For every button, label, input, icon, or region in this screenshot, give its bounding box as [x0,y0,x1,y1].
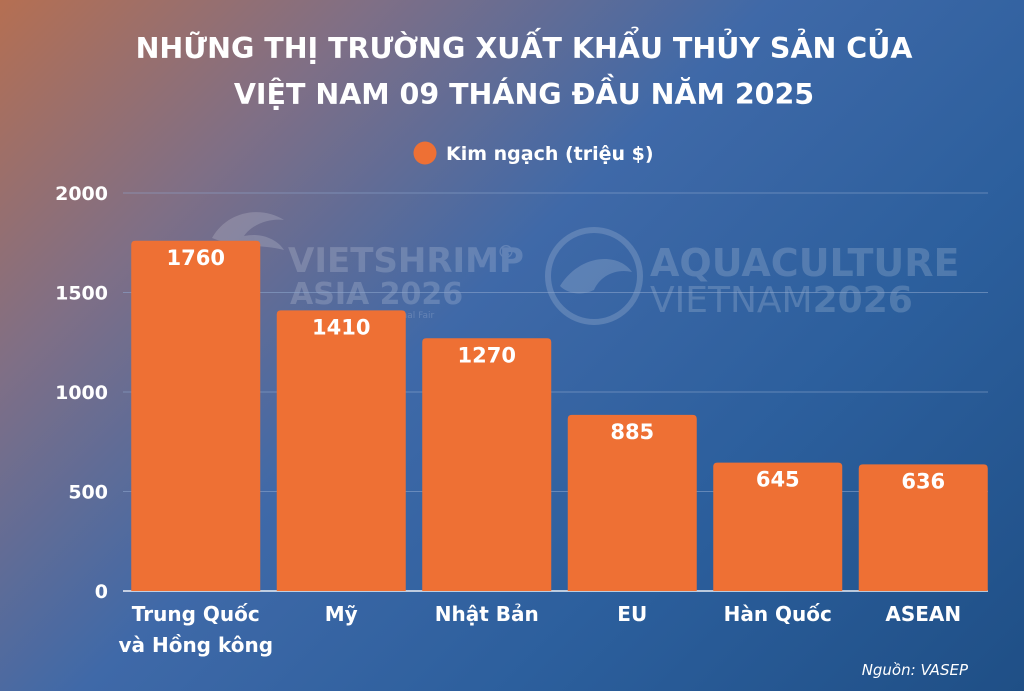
watermark-vietshrimp-tagline: onal Fair [396,311,434,321]
watermark-aquaculture-brand: AQUACULTURE [650,241,959,285]
y-tick-label: 2000 [55,183,108,205]
bar [567,414,697,591]
bar [422,338,552,591]
bar [713,462,843,591]
watermark-aquaculture-sub: VIETNAM2026 [650,280,913,321]
x-tick-label: và Hồng kông [118,633,273,657]
x-tick-label: ASEAN [885,602,961,626]
legend: Kim ngạch (triệu $) [413,141,654,165]
bar-value-label: 645 [756,468,800,492]
shrimp-logo-icon [212,212,284,250]
y-tick-label: 500 [68,482,108,504]
fish-logo-icon [545,227,643,325]
fish-logo-shape [560,259,632,294]
watermark-aquaculture: AQUACULTURE VIETNAM2026 [545,227,959,325]
x-tick-label: Trung Quốc [132,602,260,626]
gridlines [123,192,988,592]
y-axis-ticks: 0 500 1000 1500 2000 [55,183,108,603]
bar-value-label: 1410 [312,315,370,339]
bar-value-label: 1760 [167,246,225,270]
watermark-vietshrimp-sub: ASIA 2026 [290,277,463,312]
watermark-vietshrimp-brand: VIETSHRIMP [288,241,524,281]
bar-value-label: 636 [901,469,945,493]
y-tick-label: 1000 [55,382,108,404]
bar-value-label: 885 [610,420,654,444]
x-axis-ticks: Trung Quốc và Hồng kông Mỹ Nhật Bản EU Hàn Qu… [118,602,961,657]
legend-swatch [413,141,437,165]
x-tick-label: Hàn Quốc [724,602,832,626]
bar [858,464,988,591]
chart-title-line-2: VIỆT NAM 09 THÁNG ĐẦU NĂM 2025 [234,74,814,111]
watermark-vietshrimp-registered: ® [497,242,515,263]
source-note: Nguồn: VASEP [862,661,969,679]
chart-title-line-1: NHỮNG THỊ TRƯỜNG XUẤT KHẨU THỦY SẢN CỦA [136,26,913,65]
x-tick-label: Mỹ [325,602,358,626]
bar [276,310,406,591]
x-tick-label: Nhật Bản [435,602,539,626]
bar [131,240,261,591]
watermark-vietshrimp: VIETSHRIMP ® ASIA 2026 onal Fair [212,212,524,321]
y-tick-label: 1500 [55,283,108,305]
bars: 1760 1410 1270 885 645 636 [131,240,988,591]
bar-value-label: 1270 [458,343,516,367]
y-tick-label: 0 [95,581,108,603]
legend-label: Kim ngạch (triệu $) [446,143,654,165]
x-tick-label: EU [617,602,647,626]
